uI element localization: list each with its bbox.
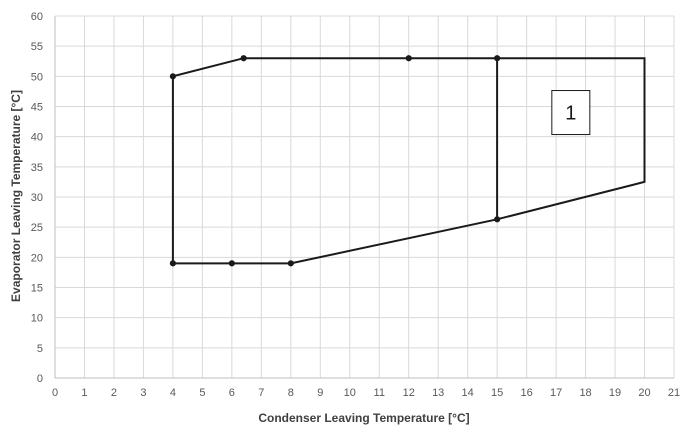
grid: [55, 15, 675, 378]
x-tick-label: 12: [403, 387, 415, 399]
y-axis-title: Evaporator Leaving Temperature [°C]: [9, 90, 23, 302]
y-tick-label: 15: [31, 283, 43, 295]
x-tick-label: 15: [491, 387, 503, 399]
zone-label-box: [551, 90, 591, 136]
y-tick-label: 10: [31, 313, 43, 325]
x-tick-label: 4: [170, 387, 176, 399]
x-axis-title: Condenser Leaving Temperature [°C]: [258, 411, 469, 425]
y-tick-label: 60: [31, 11, 43, 23]
x-tick-label: 10: [344, 387, 356, 399]
y-tick-label: 0: [37, 373, 43, 385]
x-tick-label: 9: [317, 387, 323, 399]
x-tick-label: 5: [199, 387, 205, 399]
y-tick-label: 50: [31, 71, 43, 83]
x-tick-label: 8: [288, 387, 294, 399]
x-tick-label: 18: [579, 387, 591, 399]
x-tick-label: 20: [638, 387, 650, 399]
y-tick-label: 30: [31, 192, 43, 204]
y-tick-label: 40: [31, 132, 43, 144]
markers: [169, 55, 501, 267]
x-tick-label: 17: [550, 387, 562, 399]
axes: [54, 16, 674, 379]
y-tick-label: 5: [37, 343, 43, 355]
envelope-boundary-line: [171, 57, 646, 265]
x-tick-label: 21: [668, 387, 680, 399]
x-tick-label: 7: [258, 387, 264, 399]
x-tick-label: 1: [81, 387, 87, 399]
data-point-marker: [169, 260, 177, 267]
x-tick-label: 3: [140, 387, 146, 399]
data-point-marker: [494, 216, 501, 223]
tick-labels: 0 1 2 3 4 5 6 7 8 9 10 11 12 13 14 15 16 17 18 19 20 21051015…: [31, 11, 680, 399]
x-tick-label: 2: [111, 387, 117, 399]
data-point-marker: [228, 260, 235, 267]
series: [171, 57, 646, 265]
y-tick-label: 55: [31, 41, 43, 53]
zone-label-text: 1: [565, 103, 576, 125]
x-tick-label: 13: [432, 387, 444, 399]
x-tick-label: 16: [520, 387, 532, 399]
x-tick-label: 6: [229, 387, 235, 399]
y-tick-label: 35: [31, 162, 43, 174]
x-tick-label: 0: [52, 387, 58, 399]
data-point-marker: [494, 55, 501, 62]
data-point-marker: [287, 260, 294, 267]
data-point-marker: [240, 55, 247, 62]
x-tick-label: 19: [609, 387, 621, 399]
x-tick-label: 14: [462, 387, 474, 399]
y-tick-label: 25: [31, 222, 43, 234]
y-tick-label: 20: [31, 252, 43, 264]
data-point-marker: [405, 55, 412, 62]
y-tick-label: 45: [31, 102, 43, 114]
annotations: 1: [551, 90, 591, 136]
data-point-marker: [169, 73, 177, 80]
x-tick-label: 11: [374, 387, 385, 399]
